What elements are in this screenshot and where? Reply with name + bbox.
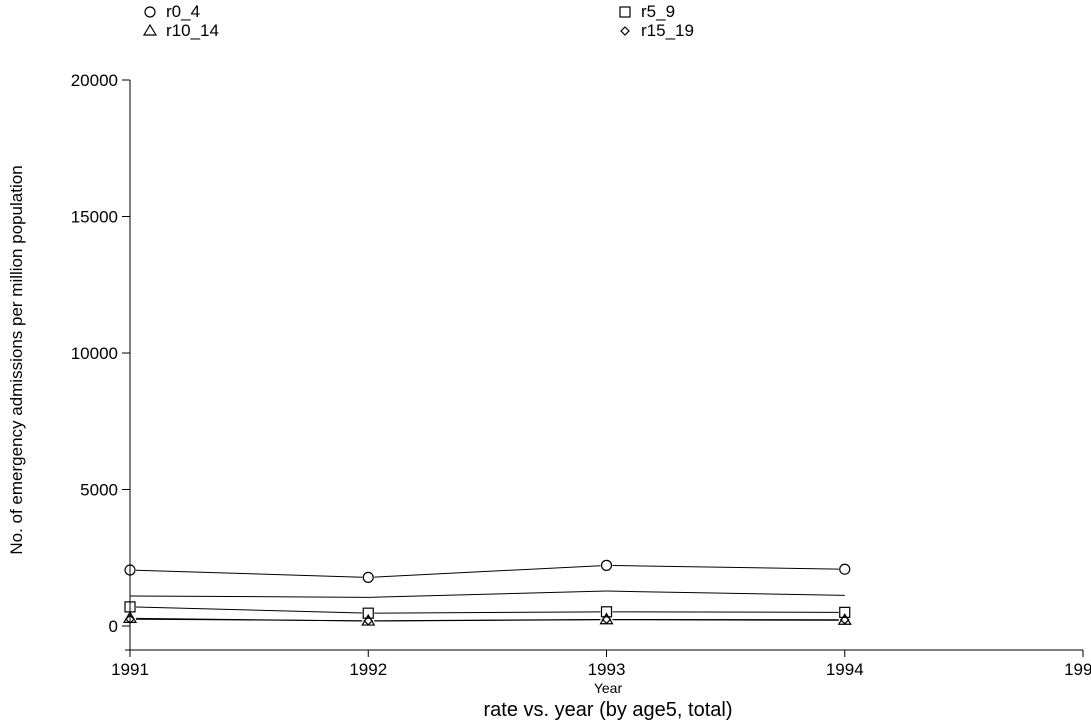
x-axis-label: Year — [594, 680, 623, 696]
legend: r0_4 r5_9 r10_14 r15_19 — [142, 2, 694, 40]
series-r5_9 — [124, 601, 851, 619]
legend-label: r15_19 — [641, 21, 694, 40]
series-line-segment — [606, 590, 845, 596]
data-point — [362, 607, 374, 619]
series-line-segment — [612, 611, 839, 613]
y-tick-label: 0 — [109, 617, 118, 636]
x-tick-label: 1993 — [588, 660, 626, 679]
x-tick-label: 1991 — [111, 660, 149, 679]
y-tick-label: 10000 — [71, 344, 118, 363]
series-line-segment — [135, 606, 363, 614]
series-line-segment — [135, 618, 363, 622]
legend-label: r5_9 — [641, 2, 675, 21]
series-line-segment — [374, 618, 601, 622]
y-axis-label: No. of emergency admissions per million … — [7, 165, 26, 554]
legend-circle-icon — [144, 6, 156, 18]
legend-diamond-icon — [620, 26, 630, 36]
axes: 0 5000 10000 15000 20000 1991 1992 1993 1994 1995 — [71, 71, 1091, 679]
chart-title: rate vs. year (by age5, total) — [483, 699, 732, 721]
x-tick-label: 1994 — [826, 660, 864, 679]
data-point — [601, 614, 612, 625]
data-point — [839, 563, 851, 575]
legend-square-icon — [619, 6, 631, 18]
data-point — [839, 606, 851, 618]
legend-label: r0_4 — [166, 2, 200, 21]
series-line-segment — [374, 565, 601, 578]
data-point — [125, 614, 135, 625]
data-point — [600, 606, 613, 618]
y-tick-label: 5000 — [80, 481, 118, 500]
legend-item-r15_19: r15_19 — [620, 21, 694, 40]
series-layer — [122, 559, 852, 626]
y-tick-label: 15000 — [71, 208, 118, 227]
series-line-segment — [368, 590, 607, 598]
series-total — [129, 590, 845, 598]
x-tick-label: 1992 — [349, 660, 387, 679]
legend-item-r0_4: r0_4 — [144, 2, 200, 21]
data-point — [362, 571, 374, 584]
data-point — [839, 614, 850, 625]
data-point — [600, 559, 613, 571]
data-point — [124, 564, 136, 576]
legend-item-r10_14: r10_14 — [142, 21, 219, 40]
y-tick-label: 20000 — [71, 71, 118, 90]
legend-triangle-icon — [142, 23, 158, 36]
series-line-segment — [135, 569, 363, 578]
series-line-segment — [612, 564, 839, 570]
series-r15_19 — [125, 614, 850, 626]
series-r0_4 — [124, 559, 851, 584]
x-tick-label: 1995 — [1064, 660, 1091, 679]
legend-label: r10_14 — [166, 21, 219, 40]
series-line-segment — [129, 595, 369, 598]
data-point — [363, 615, 374, 626]
series-r10_14 — [122, 611, 852, 626]
series-line-segment — [374, 611, 601, 614]
legend-item-r5_9: r5_9 — [619, 2, 675, 21]
